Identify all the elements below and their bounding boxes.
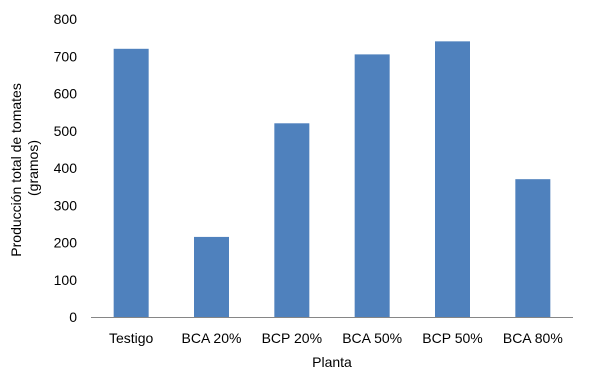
x-tick-label: BCA 20% xyxy=(182,330,242,346)
x-tick-label: BCA 80% xyxy=(503,330,563,346)
bar xyxy=(515,179,551,317)
x-tick-label: Testigo xyxy=(109,330,154,346)
bar xyxy=(354,54,390,317)
y-tick-label: 100 xyxy=(54,272,78,288)
y-tick-label: 500 xyxy=(54,123,78,139)
y-tick-label: 300 xyxy=(54,197,78,213)
y-tick-label: 400 xyxy=(54,160,78,176)
y-axis-title-line-2: (gramos) xyxy=(25,140,41,196)
y-tick-label: 700 xyxy=(54,48,78,64)
bar xyxy=(274,123,310,317)
x-tick-label: BCP 50% xyxy=(422,330,482,346)
x-tick-label: BCA 50% xyxy=(342,330,402,346)
y-tick-label: 200 xyxy=(54,235,78,251)
y-axis-title-line-1: Producción total de tomates xyxy=(8,83,24,257)
x-axis-ticks: Testigo BCA 20% BCP 20% BCA 50% BCP 50% BCA 8… xyxy=(109,330,563,346)
bar xyxy=(194,236,229,317)
y-tick-label: 600 xyxy=(54,86,78,102)
y-axis-ticks: 0 100 200 300 400 500 600 700 800 xyxy=(54,11,78,325)
x-tick-label: BCP 20% xyxy=(262,330,322,346)
bar-series xyxy=(113,41,551,318)
x-axis-title: Planta xyxy=(312,354,352,370)
bar xyxy=(113,48,149,318)
y-axis-title: Producción total de tomates (gramos) xyxy=(8,79,41,256)
y-tick-label: 0 xyxy=(69,309,77,325)
bar xyxy=(435,41,470,317)
y-tick-label: 800 xyxy=(54,11,78,27)
